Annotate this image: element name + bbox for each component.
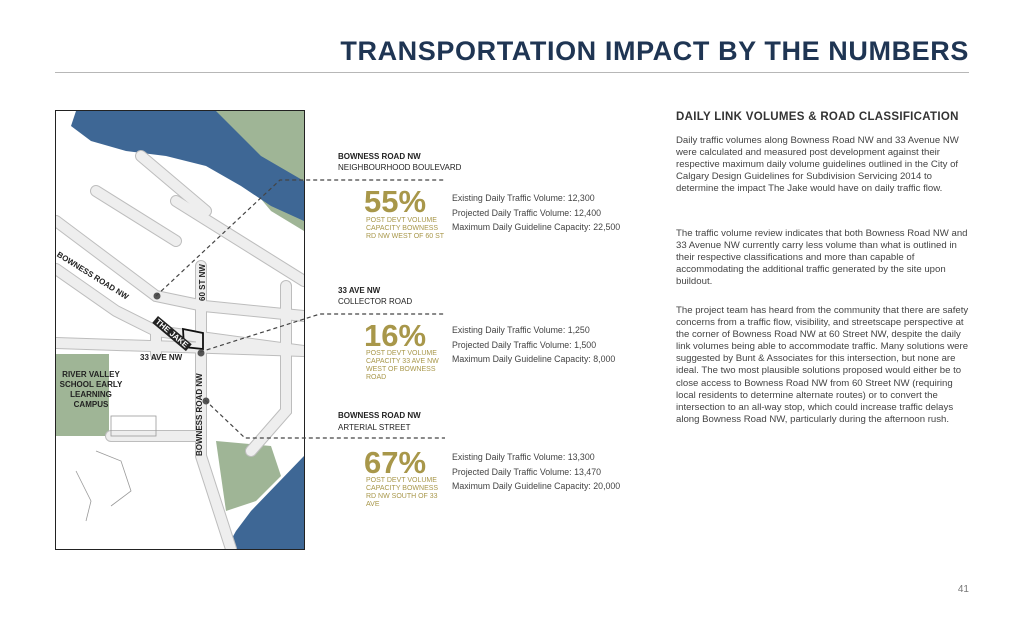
school-area <box>56 354 109 436</box>
road-2-existing: Existing Daily Traffic Volume: 1,250 <box>452 325 590 335</box>
road-3-existing: Existing Daily Traffic Volume: 13,300 <box>452 452 595 462</box>
map-label-60-st: 60 ST NW <box>198 264 207 301</box>
map-point-bowness-west <box>153 292 161 300</box>
road-1-name: BOWNESS ROAD NW <box>338 152 421 161</box>
title-divider <box>55 72 969 73</box>
paragraph-2: The traffic volume review indicates that… <box>676 228 968 288</box>
road-3-percent: 67% <box>364 445 427 480</box>
road-2-classification: COLLECTOR ROAD <box>338 297 413 306</box>
page-number: 41 <box>957 584 969 595</box>
paragraph-3: The project team has heard from the comm… <box>676 305 969 425</box>
road-1-existing: Existing Daily Traffic Volume: 12,300 <box>452 193 595 203</box>
park-area-lower <box>216 441 281 511</box>
road-3-caption: POST DEVT VOLUME CAPACITY BOWNESS RD NW … <box>366 477 439 508</box>
road-1-projected: Projected Daily Traffic Volume: 12,400 <box>452 207 601 218</box>
map-label-33-ave: 33 AVE NW <box>140 353 183 362</box>
river-upper <box>71 111 304 221</box>
road-3-projected: Projected Daily Traffic Volume: 13,470 <box>452 466 601 477</box>
road-1-caption: POST DEVT VOLUME CAPACITY BOWNESS RD NW … <box>366 217 445 240</box>
road-1-stats: Existing Daily Traffic Volume: 12,300 Pr… <box>452 191 620 235</box>
road-3-classification: ARTERIAL STREET <box>338 423 411 432</box>
road-3-stats: Existing Daily Traffic Volume: 13,300 Pr… <box>452 450 620 494</box>
road-2-caption: POST DEVT VOLUME CAPACITY 33 AVE NW WEST… <box>366 350 439 381</box>
map-point-33-ave <box>197 349 205 357</box>
road-2-maximum: Maximum Daily Guideline Capacity: 8,000 <box>452 354 616 364</box>
road-3-name: BOWNESS ROAD NW <box>338 411 421 420</box>
page-title: TRANSPORTATION IMPACT BY THE NUMBERS <box>340 36 969 66</box>
road-1-percent: 55% <box>364 184 427 219</box>
map-label-school: RIVER VALLEY SCHOOL EARLY LEARNING CAMPU… <box>59 370 123 409</box>
road-3-maximum: Maximum Daily Guideline Capacity: 20,000 <box>452 481 621 491</box>
site-map <box>55 110 305 550</box>
section-title: DAILY LINK VOLUMES & ROAD CLASSIFICATION <box>676 111 959 123</box>
paragraph-1: Daily traffic volumes along Bowness Road… <box>676 135 959 195</box>
road-2-stats: Existing Daily Traffic Volume: 1,250 Pro… <box>452 323 615 367</box>
road-2-projected: Projected Daily Traffic Volume: 1,500 <box>452 339 597 350</box>
road-1-maximum: Maximum Daily Guideline Capacity: 22,500 <box>452 222 621 232</box>
road-2-name: 33 AVE NW <box>338 286 381 295</box>
map-label-bowness-road-south: BOWNESS ROAD NW <box>195 373 204 456</box>
river-lower <box>226 456 304 549</box>
road-2-percent: 16% <box>364 318 427 353</box>
road-1-classification: NEIGHBOURHOOD BOULEVARD <box>338 163 462 172</box>
